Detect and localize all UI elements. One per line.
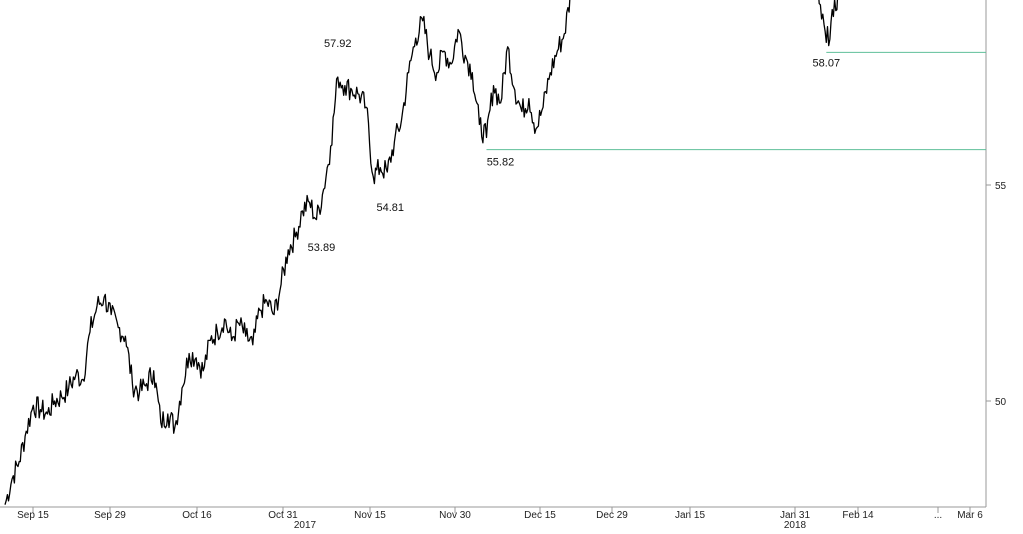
x-tick-label: Jan 31 <box>780 510 810 521</box>
x-tick-label: ... <box>934 510 942 521</box>
annotation-label: 58.07 <box>813 57 841 69</box>
year-label: 2017 <box>294 520 317 529</box>
x-tick-label: Sep 15 <box>17 510 49 521</box>
x-tick-label: Oct 16 <box>182 510 212 521</box>
price-series-line <box>4 0 839 505</box>
x-tick-label: Sep 29 <box>94 510 126 521</box>
annotation-label: 54.81 <box>376 202 404 214</box>
x-tick-label: Nov 15 <box>354 510 386 521</box>
y-tick-label: 55 <box>995 181 1007 192</box>
annotation-label: 57.92 <box>324 38 352 50</box>
x-tick-label: Dec 15 <box>524 510 556 521</box>
x-tick-label: Jan 15 <box>675 510 705 521</box>
x-tick-label: Oct 31 <box>268 510 298 521</box>
year-label: 2018 <box>784 520 807 529</box>
annotation-label: 55.82 <box>487 157 515 169</box>
x-tick-label: Feb 14 <box>842 510 874 521</box>
x-tick-label: Mar 6 <box>957 510 983 521</box>
x-tick-label: Dec 29 <box>596 510 628 521</box>
x-tick-label: Nov 30 <box>439 510 471 521</box>
annotation-label: 59.05 <box>409 0 437 1</box>
y-tick-label: 50 <box>995 397 1007 408</box>
annotation-label: 53.89 <box>308 242 336 254</box>
